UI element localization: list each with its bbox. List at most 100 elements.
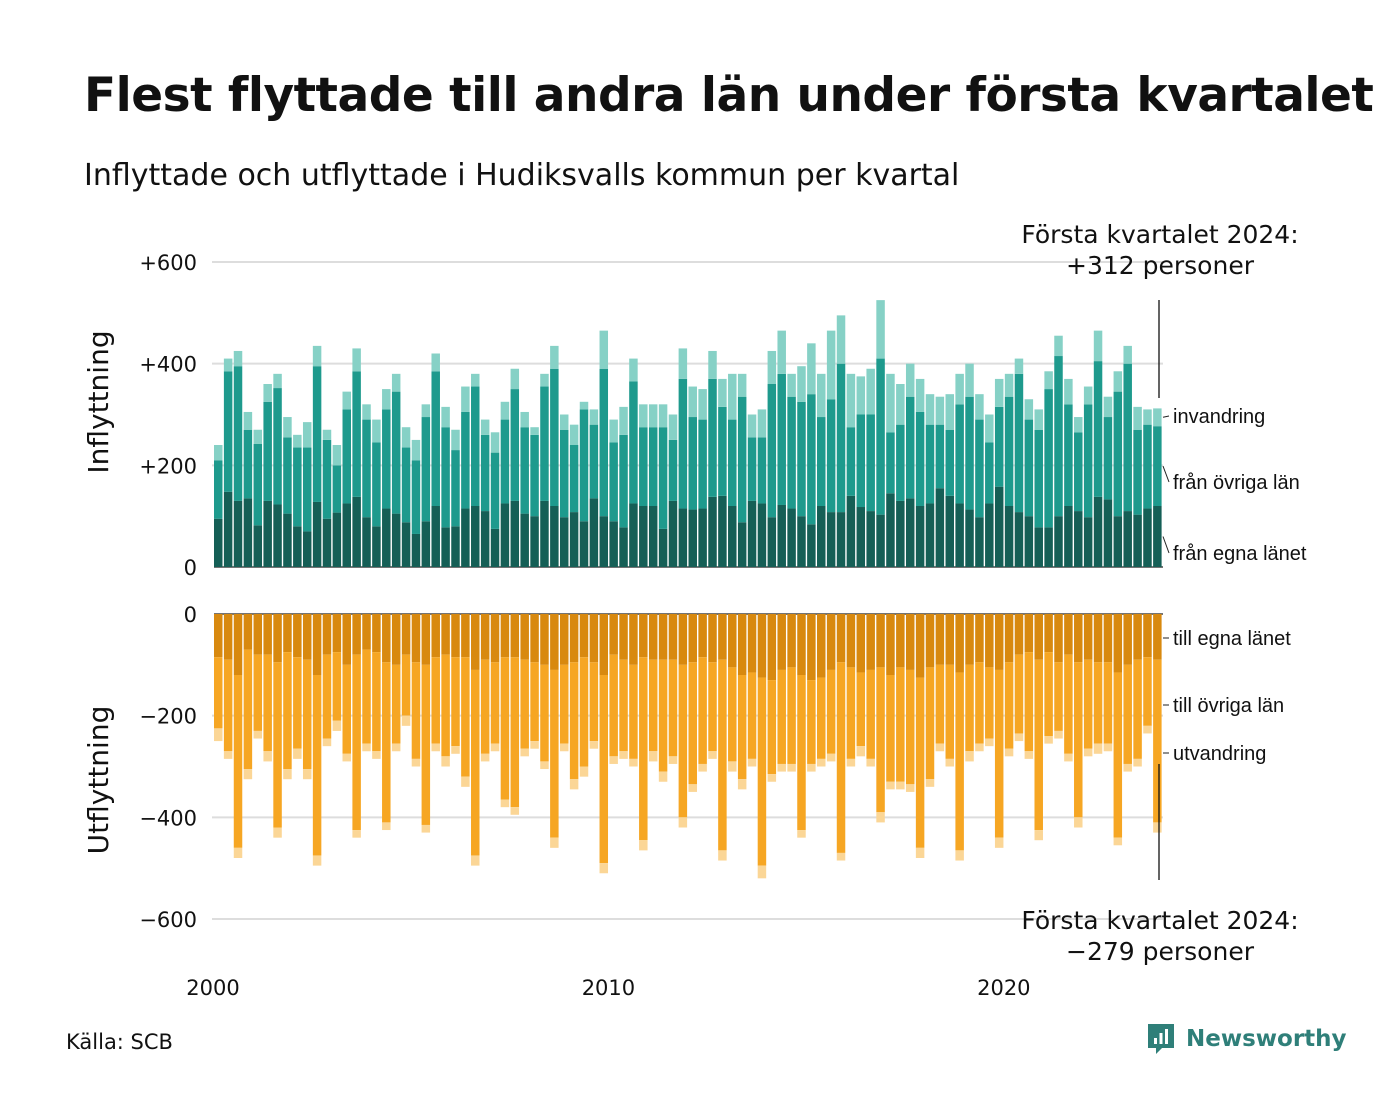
- bar-in-own: [233, 500, 243, 567]
- bar-out-other: [263, 654, 272, 752]
- bar-out-own: [411, 614, 421, 663]
- bar-in-immigration: [214, 445, 223, 461]
- bar-out-emigration: [1064, 753, 1073, 762]
- bar-out-own: [520, 614, 529, 660]
- newsworthy-logo-icon: [1148, 1024, 1174, 1054]
- bar-out-other: [253, 654, 263, 731]
- x-tick-label: 2020: [977, 976, 1030, 1000]
- bar-in-other: [728, 419, 737, 506]
- bar-out-emigration: [945, 758, 955, 767]
- bar-out-own: [510, 614, 520, 658]
- bar-in-immigration: [1004, 373, 1014, 397]
- bar-in-own: [718, 495, 727, 567]
- bar-out-own: [283, 614, 292, 653]
- bar-in-other: [747, 437, 757, 501]
- y-tick-label: +400: [139, 353, 197, 377]
- bar-out-own: [579, 614, 589, 658]
- bar-out-emigration: [283, 769, 292, 780]
- bar-in-immigration: [994, 378, 1004, 407]
- bar-out-own: [698, 614, 707, 658]
- bar-in-immigration: [579, 401, 589, 410]
- bar-out-emigration: [451, 746, 460, 754]
- bar-out-other: [312, 675, 322, 856]
- bar-out-own: [1044, 614, 1053, 653]
- bar-in-own: [728, 506, 737, 567]
- bar-in-own: [639, 506, 648, 567]
- bar-out-own: [599, 614, 609, 675]
- bar-out-own: [876, 614, 885, 668]
- bar-out-emigration: [629, 758, 638, 767]
- bar-out-own: [362, 614, 371, 650]
- bar-out-other: [767, 680, 777, 775]
- bar-in-own: [332, 512, 342, 567]
- bar-in-other: [1064, 404, 1073, 506]
- bar-out-emigration: [836, 852, 846, 861]
- bar-out-own: [352, 614, 361, 655]
- bar-out-emigration: [411, 758, 421, 767]
- bar-in-immigration: [1103, 396, 1113, 418]
- bar-out-own: [728, 614, 737, 668]
- bar-out-own: [807, 614, 816, 681]
- bar-in-own: [569, 512, 579, 567]
- bar-in-other: [935, 424, 945, 489]
- bar-in-own: [609, 521, 618, 567]
- bar-out-other: [1133, 659, 1142, 759]
- bar-out-other: [698, 657, 707, 764]
- bar-out-emigration: [461, 776, 470, 787]
- bar-in-own: [530, 516, 539, 567]
- bar-in-own: [480, 511, 490, 567]
- bar-in-immigration: [283, 417, 292, 438]
- bar-in-own: [293, 526, 302, 567]
- bar-in-other: [836, 363, 846, 513]
- bar-out-other: [411, 662, 421, 759]
- bar-in-immigration: [520, 411, 529, 428]
- bar-in-immigration: [352, 348, 361, 372]
- bar-out-own: [322, 614, 332, 655]
- bar-in-own: [668, 500, 678, 567]
- bar-in-other: [263, 401, 272, 501]
- bar-in-own: [945, 495, 955, 567]
- bar-out-own: [935, 614, 945, 665]
- bar-in-other: [905, 396, 915, 499]
- bar-in-own: [787, 508, 796, 567]
- bar-out-emigration: [401, 715, 411, 726]
- bar-out-own: [401, 614, 411, 655]
- bar-out-own: [490, 614, 500, 663]
- bar-in-other: [372, 442, 381, 527]
- bar-out-own: [1143, 614, 1152, 658]
- bar-in-own: [876, 514, 885, 567]
- bar-out-emigration: [807, 763, 816, 772]
- bar-out-other: [965, 664, 974, 752]
- bar-out-emigration: [510, 807, 520, 815]
- bar-in-own: [886, 493, 895, 567]
- bar-in-own: [263, 500, 272, 567]
- bar-out-emigration: [273, 827, 282, 838]
- bar-in-immigration: [569, 424, 579, 445]
- bar-in-other: [777, 373, 786, 505]
- bar-out-own: [569, 614, 579, 663]
- bar-in-immigration: [1113, 371, 1123, 392]
- bar-out-emigration: [1044, 736, 1053, 744]
- bar-in-own: [747, 500, 757, 567]
- bar-out-own: [589, 614, 599, 663]
- bar-out-emigration: [886, 781, 895, 790]
- bar-in-own: [757, 503, 767, 567]
- bar-out-other: [955, 672, 964, 851]
- bar-in-other: [688, 417, 697, 510]
- bar-out-other: [500, 657, 510, 800]
- bar-in-immigration: [965, 363, 974, 397]
- bar-in-immigration: [718, 378, 727, 407]
- bar-in-own: [302, 531, 312, 567]
- bar-in-immigration: [728, 373, 737, 420]
- bar-out-other: [648, 659, 658, 752]
- bar-in-other: [352, 371, 361, 497]
- bar-in-other: [639, 427, 648, 506]
- bar-out-emigration: [658, 771, 668, 782]
- x-axis-ticks: 2000 2010 2020: [186, 976, 1030, 1000]
- bar-in-other: [1083, 404, 1093, 518]
- bar-in-own: [520, 513, 529, 567]
- bar-out-own: [1093, 614, 1103, 663]
- bar-in-other: [332, 465, 342, 513]
- bar-in-own: [826, 512, 836, 567]
- bar-in-own: [421, 521, 431, 567]
